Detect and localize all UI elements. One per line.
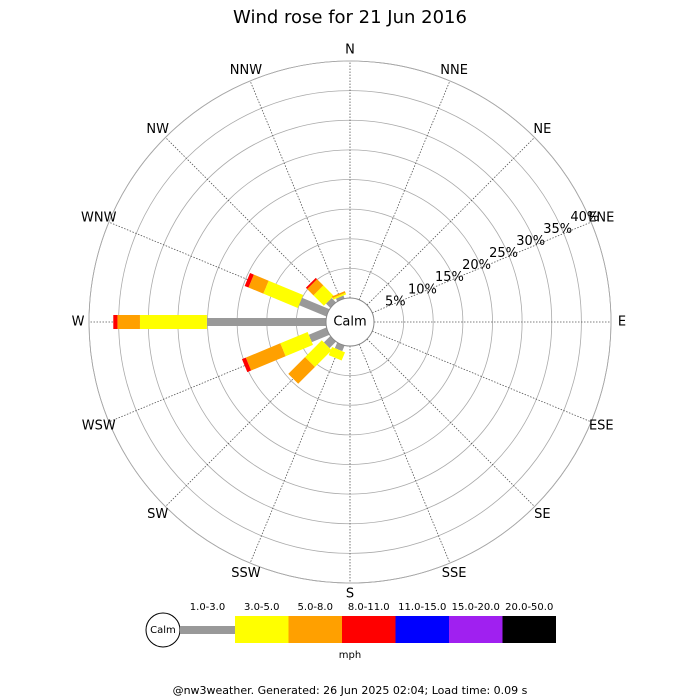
ring-label: 20% (462, 258, 491, 273)
direction-label: WNW (81, 210, 117, 225)
ring (88, 60, 612, 584)
calm-circle (325, 297, 375, 347)
bar-segment (263, 280, 304, 308)
direction-label: SW (147, 507, 168, 522)
spoke (358, 344, 451, 564)
legend-label: 20.0-50.0 (505, 602, 553, 613)
legend-swatch (395, 616, 449, 643)
direction-label: SSW (231, 566, 261, 581)
direction-label: NW (146, 122, 169, 137)
bar-segment (332, 292, 347, 300)
direction-label: NNW (230, 63, 262, 78)
legend-swatch (342, 616, 396, 643)
bar-segment (244, 273, 254, 288)
ring-label: 5% (385, 294, 406, 309)
bar-segment (328, 346, 346, 361)
ring-label: 40% (570, 210, 599, 225)
legend-label: 11.0-15.0 (398, 602, 446, 613)
footer: @nw3weather. Generated: 26 Jun 2025 02:0… (173, 684, 528, 697)
direction-label: ESE (589, 419, 614, 434)
legend-label: 3.0-5.0 (244, 602, 279, 613)
bar-segment (308, 327, 330, 343)
direction-label: S (346, 587, 354, 602)
legend-swatch (502, 616, 556, 643)
ring-label: 15% (435, 270, 464, 285)
spoke (249, 344, 342, 564)
direction-label: W (72, 315, 85, 330)
unit-label: mph (339, 650, 361, 661)
direction-label: N (345, 43, 355, 58)
direction-label: ENE (588, 210, 614, 225)
bar-segment (117, 315, 140, 329)
direction-label: SE (534, 507, 550, 522)
direction-label: WSW (82, 419, 116, 434)
spoke (366, 338, 535, 507)
bar-segment (288, 357, 315, 384)
bar-segment (326, 298, 336, 308)
ring-label: 35% (543, 222, 572, 237)
direction-label: NE (533, 122, 551, 137)
direction-label: NNE (440, 63, 468, 78)
legend-swatch (180, 626, 235, 634)
spoke (358, 80, 451, 300)
legend-label: 8.0-11.0 (348, 602, 390, 613)
bar-segment (206, 318, 326, 326)
legend-label: 1.0-3.0 (190, 602, 225, 613)
legend-label: 5.0-8.0 (298, 602, 333, 613)
ring-label: 10% (408, 282, 437, 297)
legend-swatch (449, 616, 503, 643)
bar-segment (305, 340, 332, 367)
bar-segment (335, 295, 345, 302)
spoke (249, 80, 342, 300)
legend-label: 15.0-20.0 (452, 602, 500, 613)
legend-swatch (235, 616, 289, 643)
spoke (165, 137, 334, 306)
bar-segment (305, 277, 318, 290)
bar-segment (113, 315, 118, 329)
spoke (372, 330, 592, 423)
bar-segment (248, 274, 269, 294)
bar-segment (307, 279, 324, 296)
bar-segment (241, 357, 252, 373)
direction-label: SSE (442, 566, 467, 581)
spoke (366, 137, 535, 306)
bar-segment (139, 315, 207, 329)
ring-label: 30% (516, 234, 545, 249)
legend-calm-label: Calm (150, 625, 176, 636)
chart-title: Wind rose for 21 Jun 2016 (233, 7, 467, 28)
bar-segment (280, 331, 313, 357)
ring-label: 25% (489, 246, 518, 261)
bar-segment (331, 291, 346, 299)
legend-swatch (288, 616, 342, 643)
bar-segment (245, 343, 286, 371)
bar-segment (313, 285, 334, 306)
direction-label: E (618, 315, 626, 330)
bar-segment (298, 297, 330, 317)
calm-label: Calm (333, 315, 366, 330)
spoke (372, 221, 592, 314)
